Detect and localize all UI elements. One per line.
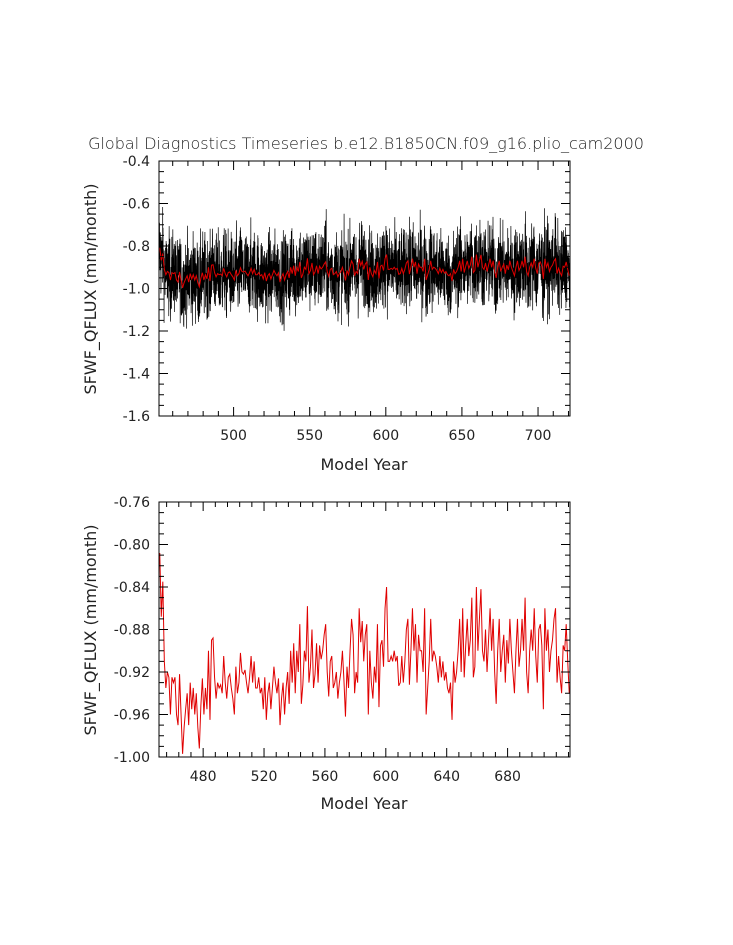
top-y-tick-label: -1.0 bbox=[123, 282, 150, 298]
bottom-x-tick-label: 680 bbox=[494, 769, 521, 785]
figure-title: Global Diagnostics Timeseries b.e12.B185… bbox=[88, 134, 644, 153]
top-axes: 500 550 600 650 700 -1.6 -1.4 -1.2 -1.0 -0.8 -0.6 -… bbox=[123, 154, 570, 444]
bottom-y-tick-label: -0.80 bbox=[114, 538, 150, 554]
top-y-tick-label: -1.4 bbox=[123, 367, 150, 383]
bottom-y-tick-label: -1.00 bbox=[114, 750, 150, 766]
bottom-x-axis-label: Model Year bbox=[321, 794, 408, 813]
top-x-tick-label: 550 bbox=[296, 428, 323, 444]
bottom-annual-mean-line bbox=[159, 552, 570, 754]
top-chart-panel: 500 550 600 650 700 -1.6 -1.4 -1.2 -1.0 -0.8 -0.6 -… bbox=[81, 154, 571, 474]
bottom-x-tick-label: 640 bbox=[433, 769, 460, 785]
top-x-axis-label: Model Year bbox=[321, 455, 408, 474]
bottom-x-tick-label: 520 bbox=[251, 769, 278, 785]
bottom-plot-frame bbox=[158, 501, 571, 758]
bottom-y-tick-label: -0.76 bbox=[114, 495, 150, 511]
top-y-tick-label: -1.6 bbox=[123, 409, 150, 425]
bottom-y-axis-label: SFWF_QFLUX (mm/month) bbox=[81, 524, 101, 735]
top-plot-area bbox=[158, 206, 571, 331]
top-x-tick-label: 500 bbox=[220, 428, 247, 444]
bottom-chart-panel: 480 520 560 600 640 680 -1.00 -0.96 -0.92 -0.88 -0… bbox=[81, 495, 571, 813]
bottom-x-tick-label: 560 bbox=[312, 769, 339, 785]
bottom-x-tick-label: 480 bbox=[190, 769, 217, 785]
top-x-tick-label: 600 bbox=[372, 428, 399, 444]
top-y-tick-label: -0.6 bbox=[123, 197, 150, 213]
top-annual-mean-line bbox=[159, 247, 570, 289]
bottom-y-tick-label: -0.88 bbox=[114, 623, 150, 639]
top-x-tick-label: 650 bbox=[449, 428, 476, 444]
top-monthly-series-line bbox=[158, 206, 571, 331]
top-x-tick-label: 700 bbox=[525, 428, 552, 444]
top-y-tick-label: -1.2 bbox=[123, 324, 150, 340]
top-y-axis-label: SFWF_QFLUX (mm/month) bbox=[81, 183, 101, 394]
bottom-axes: 480 520 560 600 640 680 -1.00 -0.96 -0.92 -0.88 -0… bbox=[114, 495, 570, 785]
bottom-y-tick-label: -0.92 bbox=[114, 665, 150, 681]
top-y-tick-label: -0.4 bbox=[123, 154, 150, 170]
bottom-y-tick-label: -0.84 bbox=[114, 580, 150, 596]
bottom-plot-area bbox=[159, 552, 570, 754]
top-y-tick-label: -0.8 bbox=[123, 239, 150, 255]
bottom-y-tick-label: -0.96 bbox=[114, 708, 150, 724]
bottom-x-tick-label: 600 bbox=[372, 769, 399, 785]
